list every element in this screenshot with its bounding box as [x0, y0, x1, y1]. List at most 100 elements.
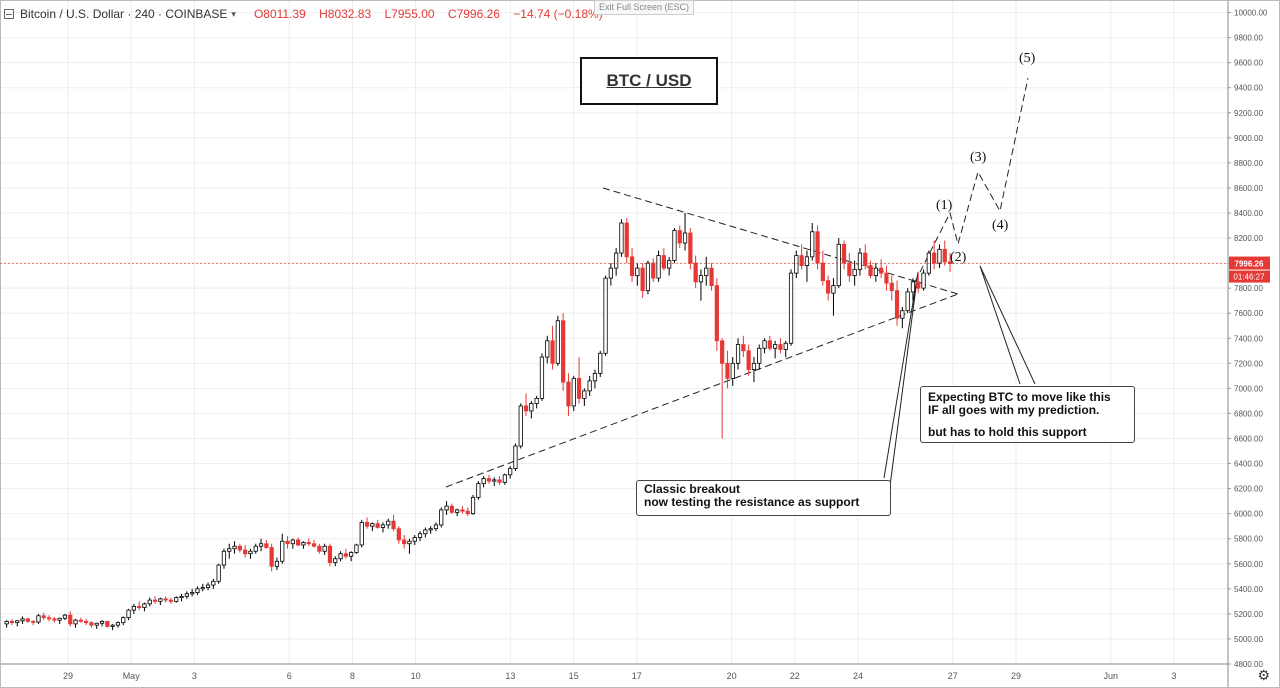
collapse-icon[interactable]: [4, 9, 14, 19]
candle: [852, 260, 857, 286]
candle: [947, 253, 953, 272]
symbol-label[interactable]: Bitcoin / U.S. Dollar · 240 · COINBASE: [20, 7, 228, 21]
candle: [497, 476, 502, 485]
candle-body: [704, 267, 709, 277]
candle: [84, 618, 89, 626]
countdown-label: 01:46:27: [1233, 273, 1265, 282]
candle-body: [338, 553, 343, 560]
chart-title-annotation[interactable]: BTC / USD: [580, 57, 718, 105]
candle: [810, 223, 815, 261]
candle: [375, 519, 380, 529]
candle-body: [99, 621, 105, 624]
candle-body: [757, 347, 762, 364]
candle: [9, 618, 15, 626]
candle-body: [608, 267, 613, 279]
candle: [78, 617, 83, 623]
x-tick-label: 17: [632, 671, 642, 681]
ohlc-values: O8011.39 H8032.83 L7955.00 C7996.26 −14.…: [254, 7, 613, 21]
candle: [402, 534, 407, 549]
candle: [386, 518, 391, 529]
candle-body: [200, 587, 205, 590]
candle-body: [41, 615, 46, 619]
candle: [190, 588, 195, 597]
candle-body: [216, 564, 221, 582]
candle: [481, 476, 486, 488]
candle: [73, 618, 78, 628]
candle-body: [460, 509, 465, 512]
low-value: L7955.00: [384, 7, 435, 21]
candle: [428, 526, 433, 534]
candle-body: [656, 255, 661, 279]
candle-body: [174, 597, 179, 602]
candle-body: [36, 615, 41, 623]
resistance-line: [602, 187, 959, 295]
y-tick-label: 8800.00: [1234, 159, 1263, 168]
candle-body: [826, 280, 831, 294]
prediction-note[interactable]: Expecting BTC to move like this IF all g…: [920, 386, 1135, 443]
candle: [804, 250, 810, 282]
candle: [645, 260, 651, 295]
candle: [391, 514, 396, 532]
candle-body: [529, 403, 534, 412]
candle: [651, 258, 656, 282]
candle-body: [889, 282, 894, 292]
candle: [783, 340, 788, 358]
candle: [730, 357, 735, 386]
candle: [857, 248, 863, 276]
candle-body: [576, 377, 582, 399]
candle: [227, 543, 232, 559]
x-tick-label: 3: [192, 671, 197, 681]
candle-body: [205, 584, 211, 588]
prediction-note-line3: but has to hold this support: [928, 425, 1087, 439]
x-tick-label: 24: [853, 671, 863, 681]
x-tick-label: 13: [505, 671, 515, 681]
x-tick-label: 3: [1171, 671, 1176, 681]
candle-body: [513, 445, 518, 469]
x-tick-label: 29: [63, 671, 73, 681]
candle-body: [274, 560, 280, 567]
exit-fullscreen-button[interactable]: Exit Full Screen (ESC): [594, 0, 694, 15]
candle-body: [879, 267, 884, 274]
candle-body: [94, 622, 99, 626]
candle: [767, 335, 772, 351]
candle: [137, 601, 142, 611]
candle-body: [720, 340, 725, 364]
candle: [349, 551, 354, 562]
candle: [698, 269, 704, 301]
candle-body: [52, 618, 57, 621]
candle: [492, 477, 497, 487]
candle: [868, 260, 873, 279]
y-tick-label: 9000.00: [1234, 134, 1263, 143]
candle-body: [852, 268, 857, 277]
candle: [168, 597, 174, 604]
candle-body: [380, 524, 386, 528]
candle: [889, 275, 894, 301]
gear-icon[interactable]: ⚙: [1257, 667, 1270, 683]
x-tick-label: 6: [287, 671, 292, 681]
last-price-tag: [1229, 256, 1270, 270]
close-value: C7996.26: [447, 7, 500, 21]
candle: [598, 350, 603, 378]
candle: [211, 578, 216, 589]
candle-body: [306, 542, 311, 545]
candle-body: [884, 272, 889, 284]
candle-body: [841, 243, 847, 264]
y-tick-label: 8400.00: [1234, 209, 1263, 218]
candle: [820, 250, 825, 286]
chevron-down-icon[interactable]: ▾: [231, 8, 236, 19]
candle: [343, 548, 348, 559]
candle-body: [439, 509, 444, 526]
wave-label-1: (1): [936, 198, 953, 213]
candle: [52, 617, 57, 623]
candle-body: [243, 549, 248, 555]
breakout-note[interactable]: Classic breakout now testing the resista…: [636, 480, 891, 516]
candle: [253, 543, 258, 554]
candle: [205, 582, 211, 591]
candle: [354, 543, 359, 554]
candle: [20, 616, 25, 624]
candle-body: [179, 595, 184, 598]
candle-body: [57, 617, 62, 621]
wave-label-2: (2): [950, 250, 967, 265]
candle-body: [735, 344, 741, 364]
